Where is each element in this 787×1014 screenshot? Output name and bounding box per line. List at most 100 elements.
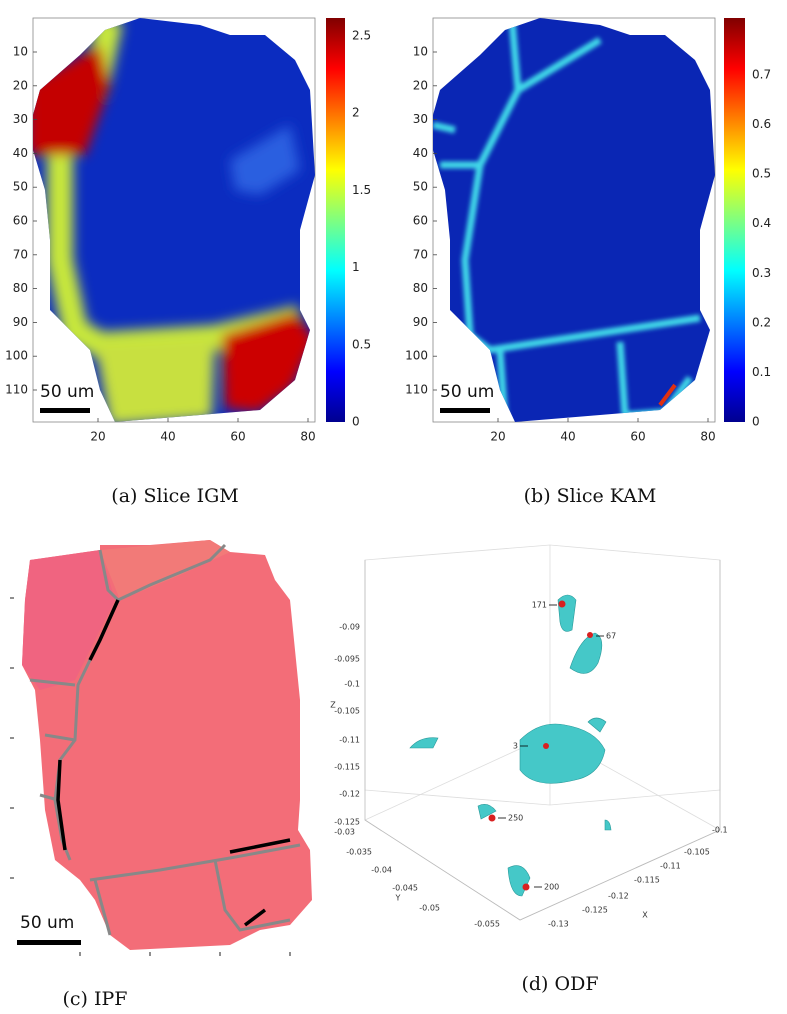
annotation: 67: [606, 632, 616, 641]
colorbar-tick-label: 0: [352, 415, 360, 429]
y-tick-label: 80: [13, 281, 28, 295]
x-tick-label: -0.125: [582, 906, 608, 915]
y-tick-label: 20: [413, 78, 428, 92]
scale-bar: [17, 940, 81, 945]
igm-map: [33, 18, 315, 422]
z-tick-label: -0.12: [339, 790, 360, 799]
y-tick-label: 10: [13, 45, 28, 59]
x-axis-label: X: [642, 911, 648, 920]
panel-d: (d) ODF: [364, 544, 721, 995]
colorbar-tick-label: 0.5: [352, 337, 371, 351]
y-tick-label: -0.04: [371, 866, 392, 875]
y-tick-label: -0.03: [334, 828, 355, 837]
y-tick-label: 30: [13, 112, 28, 126]
y-tick-label: -0.035: [346, 848, 372, 857]
y-tick-label: 90: [413, 315, 428, 329]
y-tick-label: 80: [413, 281, 428, 295]
odf-isosurface: [409, 594, 612, 897]
colorbar-tick-label: 2.5: [352, 29, 371, 43]
grain-boundaries: [29, 543, 301, 936]
x-tick-label: -0.115: [634, 876, 660, 885]
colorbar: [724, 18, 745, 422]
y-tick-label: 30: [413, 112, 428, 126]
annotation: 250: [508, 814, 523, 823]
caption: (a) Slice IGM: [111, 485, 238, 507]
colorbar-tick-label: 0.6: [752, 117, 771, 131]
y-tick-label: 90: [13, 315, 28, 329]
y-tick-label: 110: [5, 383, 28, 397]
x-tick-label: 60: [630, 430, 645, 444]
y-tick-label: 40: [13, 146, 28, 160]
z-tick-label: -0.105: [334, 707, 360, 716]
scale-bar-label: 50 um: [40, 382, 94, 402]
x-tick-label: 80: [300, 430, 315, 444]
panel-a: 50 um (a) Slice IGM: [32, 17, 345, 507]
colorbar-tick-label: 1.5: [352, 183, 371, 197]
kam-map: [433, 18, 715, 422]
x-tick-label: -0.12: [608, 892, 629, 901]
x-tick-label: -0.13: [548, 920, 569, 929]
x-tick-label: 40: [560, 430, 575, 444]
y-tick-label: -0.055: [474, 920, 500, 929]
x-tick-label: 20: [490, 430, 505, 444]
annotation: 200: [544, 883, 559, 892]
annotation: 171: [532, 601, 547, 610]
y-tick-label: -0.05: [419, 904, 440, 913]
caption: (b) Slice KAM: [524, 485, 657, 507]
colorbar-tick-label: 0.2: [752, 315, 771, 329]
scale-bar: [440, 408, 490, 413]
y-tick-label: 70: [13, 247, 28, 261]
colorbar-tick-label: 0.3: [752, 266, 771, 280]
z-tick-label: -0.1: [344, 680, 360, 689]
caption: (d) ODF: [521, 973, 598, 995]
colorbar: [326, 18, 345, 422]
colorbar-tick-label: 0.1: [752, 365, 771, 379]
y-tick-label: 100: [5, 349, 28, 363]
caption: (c) IPF: [63, 988, 128, 1010]
y-tick-label: 40: [413, 146, 428, 160]
scale-bar: [40, 408, 90, 413]
z-axis-label: Z: [330, 701, 336, 710]
x-tick-label: 20: [90, 430, 105, 444]
y-tick-label: 60: [413, 214, 428, 228]
y-tick-label: 70: [413, 247, 428, 261]
z-tick-label: -0.095: [334, 655, 360, 664]
y-tick-label: 50: [413, 180, 428, 194]
axes-frame: [32, 17, 316, 423]
axes-frame: [432, 17, 716, 423]
y-tick-label: 20: [13, 78, 28, 92]
y-tick-label: 100: [405, 349, 428, 363]
y-tick-label: 60: [13, 214, 28, 228]
y-tick-label: 10: [413, 45, 428, 59]
panel-b: 50 um (b) Slice KAM: [432, 17, 745, 507]
y-tick-label: -0.045: [392, 884, 418, 893]
y-tick-label: 110: [405, 383, 428, 397]
z-tick-label: -0.09: [339, 623, 360, 632]
colorbar-tick-label: 0.7: [752, 68, 771, 82]
z-tick-label: -0.11: [339, 736, 360, 745]
y-tick-label: 50: [13, 180, 28, 194]
colorbar-tick-label: 1: [352, 260, 360, 274]
annotation: 3: [513, 742, 518, 751]
panel-c: 50 um (c) IPF: [10, 540, 312, 1010]
x-tick-label: 80: [700, 430, 715, 444]
colorbar-tick-label: 0: [752, 415, 760, 429]
axis-ticks: [10, 597, 291, 956]
y-axis-label: Y: [395, 894, 401, 903]
annotation-arrows: [498, 604, 604, 888]
x-tick-label: 40: [160, 430, 175, 444]
z-tick-label: -0.125: [334, 818, 360, 827]
z-tick-label: -0.115: [334, 763, 360, 772]
scale-bar-label: 50 um: [440, 382, 494, 402]
ipf-map: [22, 540, 312, 950]
x-tick-label: -0.11: [660, 862, 681, 871]
x-tick-label: 60: [230, 430, 245, 444]
x-tick-label: -0.1: [712, 826, 728, 835]
odf-peaks: [488, 600, 593, 891]
x-tick-label: -0.105: [684, 848, 710, 857]
colorbar-tick-label: 0.5: [752, 167, 771, 181]
colorbar-tick-label: 2: [352, 106, 360, 120]
colorbar-tick-label: 0.4: [752, 216, 771, 230]
scale-bar-label: 50 um: [20, 913, 74, 933]
